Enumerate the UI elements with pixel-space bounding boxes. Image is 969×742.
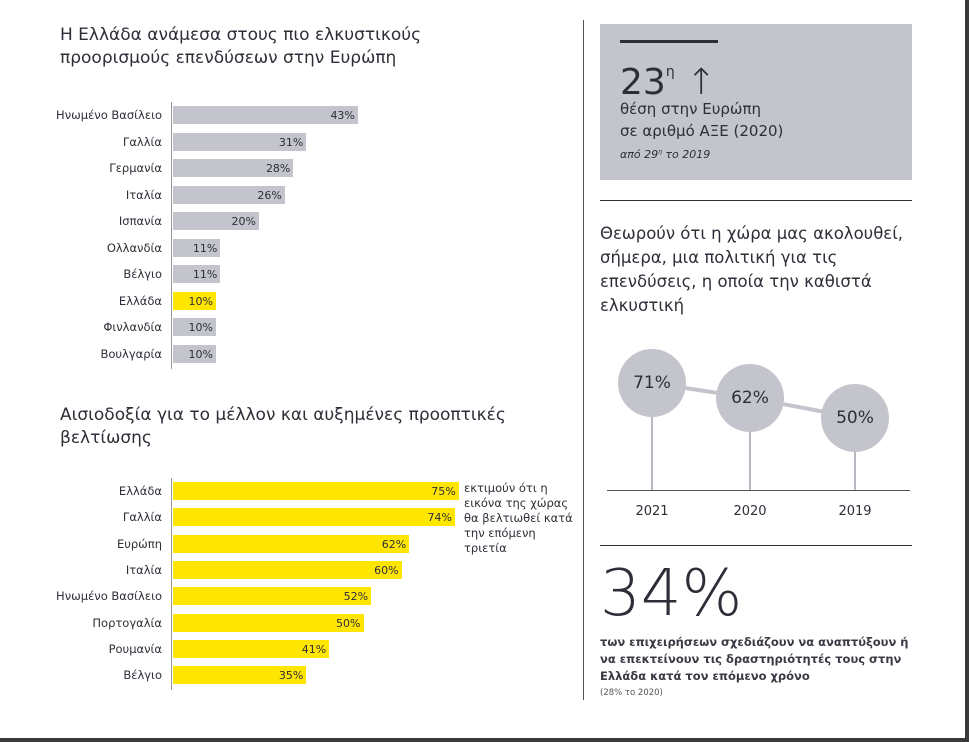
year-label: 2021	[635, 504, 669, 519]
bar	[173, 613, 364, 632]
category-label: Πορτογαλία	[92, 615, 162, 630]
divider	[600, 200, 912, 201]
category-label: Ισπανία	[118, 214, 162, 228]
data-label: 28%	[265, 162, 291, 175]
data-label: 43%	[330, 109, 355, 122]
data-circle: 62%	[716, 363, 784, 432]
rank-line1: θέση στην Ευρώπη	[620, 100, 762, 118]
chart2-title: Αισιοδοξία για το μέλλον και αυξημένες π…	[60, 405, 506, 448]
data-label: 75%	[431, 485, 456, 498]
divider	[600, 545, 912, 546]
stem	[854, 417, 856, 490]
category-label: Ολλανδία	[106, 240, 162, 255]
data-label: 60%	[374, 563, 399, 577]
data-label: 20%	[231, 215, 256, 228]
chart3-title: Θεωρούν ότι η χώρα μας ακολουθεί, σήμερα…	[600, 224, 904, 315]
data-label: 74%	[427, 511, 452, 525]
stat-text: των επιχειρήσεων σχεδιάζουν να αναπτύξου…	[600, 635, 909, 683]
category-label: Ελλάδα	[118, 293, 162, 308]
data-label: 35%	[278, 669, 304, 683]
bar	[173, 212, 259, 230]
category-label: Βουλγαρία	[100, 346, 162, 361]
bar	[173, 106, 358, 124]
bar	[173, 639, 330, 658]
bar	[173, 482, 459, 500]
bar	[173, 666, 307, 685]
category-label: Ιταλία	[125, 562, 162, 577]
rank-value: 23η ↑	[620, 62, 717, 103]
bar	[173, 291, 216, 310]
category-label: Ρουμανία	[108, 641, 162, 656]
data-circle: 50%	[821, 383, 889, 452]
rank-note: από 29η το 2019	[620, 148, 711, 161]
category-label: Ιταλία	[125, 187, 162, 202]
category-label: Ηνωμένο Βασίλειο	[56, 589, 162, 604]
category-label: Ευρώπη	[116, 536, 162, 551]
data-circle: 71%	[618, 349, 686, 417]
data-label: 11%	[192, 241, 218, 255]
bar	[173, 238, 221, 257]
bar	[173, 508, 455, 527]
stat-value: 34%	[600, 557, 743, 631]
arrow-up-icon: ↑	[686, 62, 717, 103]
data-label: 52%	[343, 590, 369, 604]
bar	[173, 185, 285, 204]
data-label: 62%	[381, 537, 407, 551]
data-label: 11%	[192, 268, 218, 281]
bar	[173, 132, 307, 151]
category-label: Γαλλία	[122, 134, 162, 149]
chart-axis	[171, 478, 172, 691]
category-label: Γερμανία	[109, 161, 162, 175]
category-label: Ηνωμένο Βασίλειο	[56, 108, 162, 122]
data-label: 10%	[188, 294, 213, 308]
vertical-divider	[583, 20, 584, 700]
bar	[173, 587, 372, 606]
bar	[173, 560, 402, 579]
data-label: 10%	[188, 321, 213, 334]
year-label: 2020	[733, 504, 767, 519]
rank-box: 23η ↑ θέση στην Ευρώπη σε αριθμό ΑΞΕ (20…	[600, 24, 912, 180]
bar	[173, 318, 216, 336]
year-label: 2019	[838, 504, 872, 519]
bar	[173, 265, 221, 283]
rank-line2: σε αριθμό ΑΞΕ (2020)	[620, 122, 784, 140]
data-label: 10%	[188, 347, 213, 361]
category-label: Ελλάδα	[118, 484, 162, 498]
data-label: 31%	[278, 135, 304, 149]
chart3-baseline	[607, 490, 910, 491]
bar	[173, 344, 216, 363]
chart2-annotation: εκτιμούν ότι η εικόνα της χώρας θα βελτι…	[464, 481, 573, 555]
data-label: 26%	[257, 188, 282, 202]
bar	[173, 159, 294, 177]
stem	[651, 383, 653, 490]
category-label: Βέλγιο	[123, 668, 162, 683]
chart-axis	[171, 102, 172, 369]
stem	[749, 397, 751, 490]
category-label: Γαλλία	[122, 510, 162, 525]
category-label: Φινλανδία	[103, 320, 162, 334]
data-label: 50%	[336, 616, 361, 630]
stat-note: (28% το 2020)	[600, 688, 663, 698]
category-label: Βέλγιο	[123, 267, 162, 281]
chart1-title: Η Ελλάδα ανάμεσα στους πιο ελκυστικούς π…	[60, 25, 422, 68]
data-label: 41%	[301, 642, 327, 656]
rank-rule	[620, 40, 718, 43]
bar	[173, 534, 410, 553]
